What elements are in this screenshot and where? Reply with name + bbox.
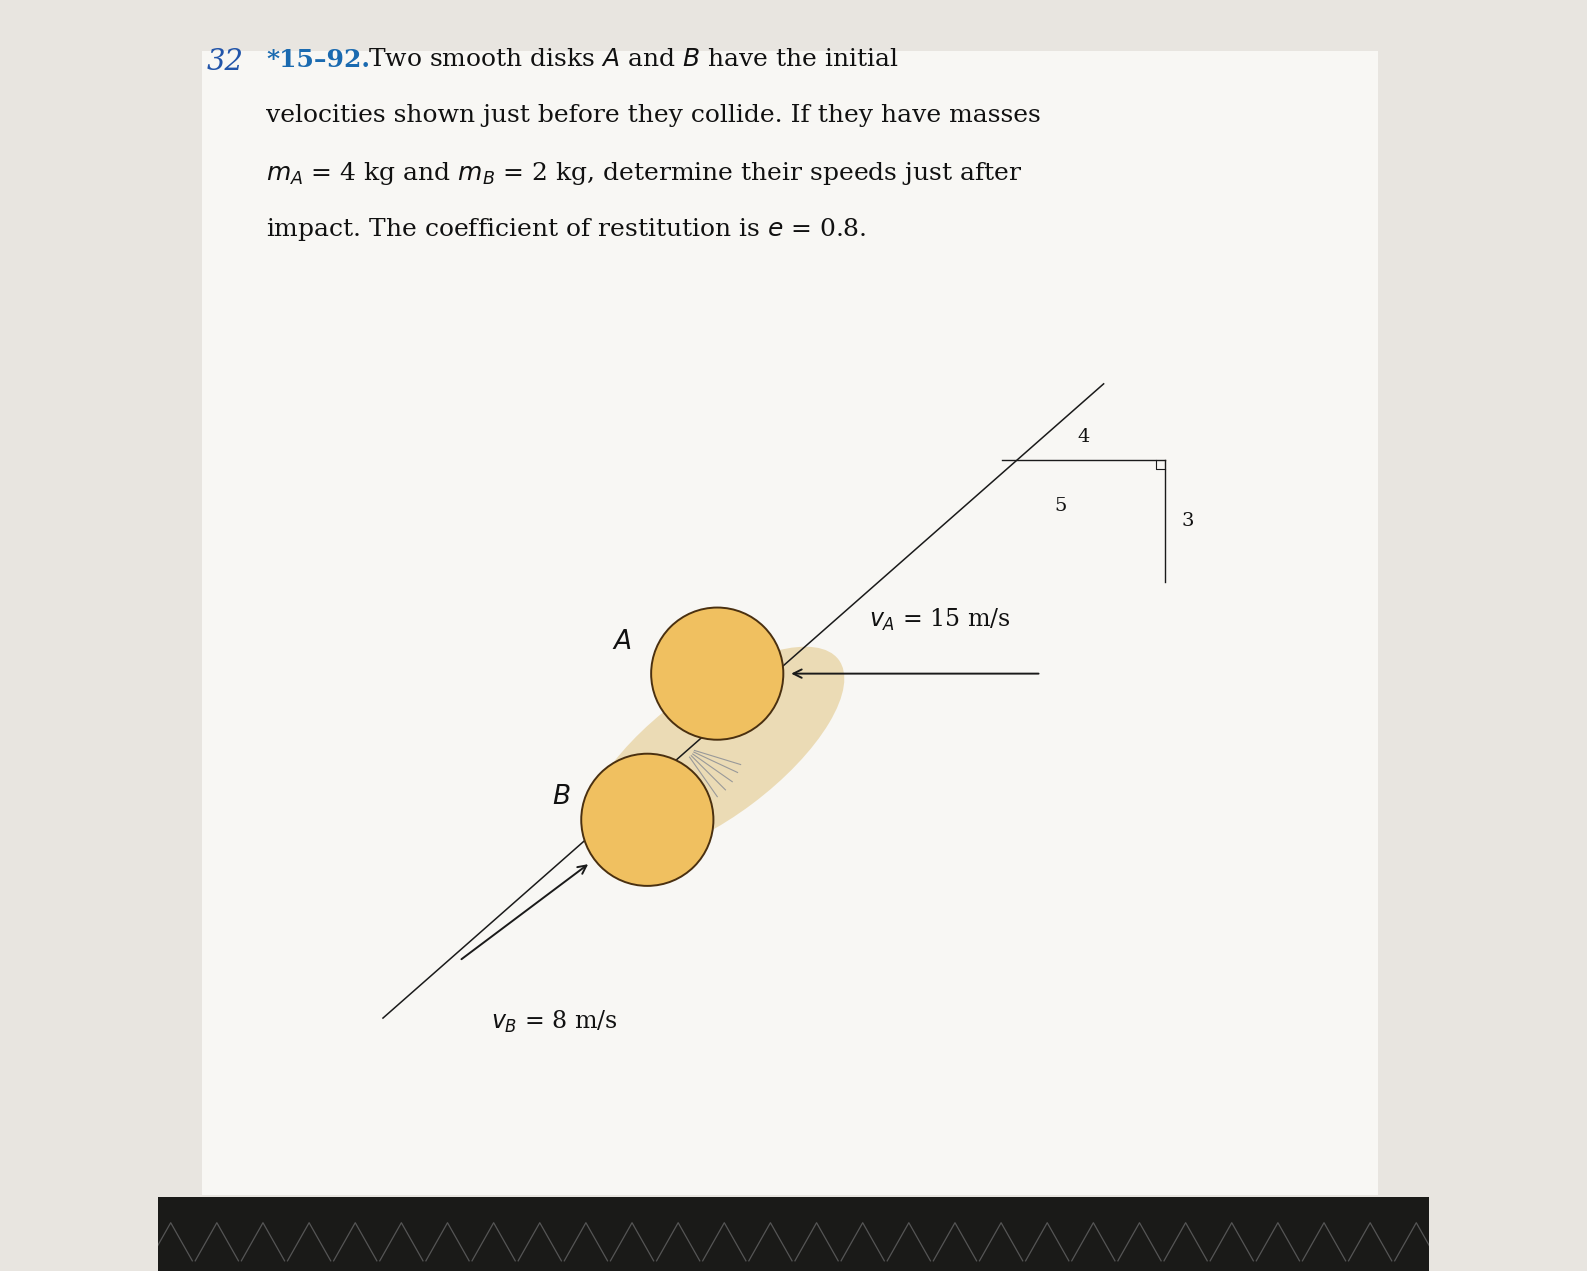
Text: Two smooth disks $A$ and $B$ have the initial: Two smooth disks $A$ and $B$ have the in… <box>368 48 898 71</box>
Text: 5: 5 <box>1054 497 1066 515</box>
Circle shape <box>651 608 784 740</box>
Text: impact. The coefficient of restitution is $e$ = 0.8.: impact. The coefficient of restitution i… <box>267 216 867 243</box>
Text: 4: 4 <box>1078 428 1089 446</box>
Text: 32: 32 <box>206 48 243 76</box>
Text: 3: 3 <box>1181 512 1193 530</box>
Bar <box>159 1197 1428 1271</box>
Text: $v_A$ = 15 m/s: $v_A$ = 15 m/s <box>868 608 1011 633</box>
Text: *15–92.: *15–92. <box>267 48 370 72</box>
FancyBboxPatch shape <box>203 51 1378 1195</box>
Text: $v_B$ = 8 m/s: $v_B$ = 8 m/s <box>490 1009 617 1035</box>
Text: $B$: $B$ <box>552 784 570 810</box>
Ellipse shape <box>584 647 844 859</box>
Circle shape <box>581 754 714 886</box>
Text: velocities shown just before they collide. If they have masses: velocities shown just before they collid… <box>267 104 1041 127</box>
Text: $A$: $A$ <box>613 629 632 655</box>
Text: $m_A$ = 4 kg and $m_B$ = 2 kg, determine their speeds just after: $m_A$ = 4 kg and $m_B$ = 2 kg, determine… <box>267 160 1022 187</box>
